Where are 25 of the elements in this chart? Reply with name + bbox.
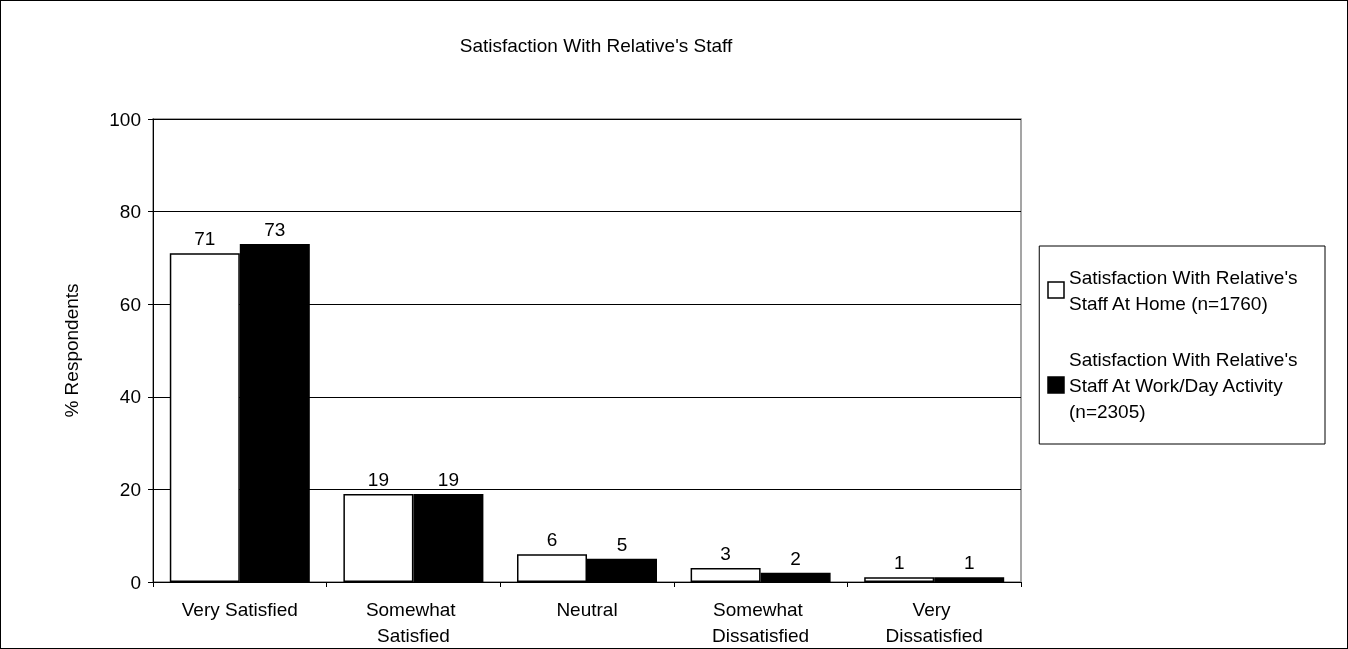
y-tick-label: 0 [130, 571, 141, 593]
chart-title: Satisfaction With Relative's Staff [459, 35, 733, 56]
y-tick-label: 80 [119, 201, 141, 223]
y-tick-label: 100 [109, 108, 141, 130]
data-label: 71 [194, 228, 216, 250]
x-tick-label: Neutral [556, 598, 618, 620]
x-tick-label: Somewhat Satisfied [365, 598, 461, 646]
data-label: 6 [546, 529, 558, 551]
data-label: 5 [616, 533, 628, 555]
y-tick-label: 20 [119, 478, 141, 500]
data-label: 19 [367, 469, 389, 491]
data-label: 73 [264, 219, 286, 241]
data-label: 1 [893, 552, 905, 574]
x-tick-label: Very Dissatisfied [885, 598, 983, 646]
x-tick-label: Somewhat Dissatisfied [712, 598, 810, 646]
legend-label: Satisfaction With Relative's Staff At Home (n=1760) [1069, 266, 1303, 314]
y-tick-label: 60 [119, 293, 141, 315]
y-tick-label: 40 [119, 386, 141, 408]
legend-label: Satisfaction With Relative's Staff At Work/Day Activity (n=2305) [1069, 348, 1303, 422]
y-axis-title: % Respondents [61, 283, 82, 418]
data-label: 1 [963, 552, 975, 574]
data-label: 19 [437, 469, 459, 491]
data-label: 3 [720, 543, 731, 565]
data-label: 2 [790, 547, 801, 569]
x-tick-label: Very Satisfied [181, 598, 298, 620]
